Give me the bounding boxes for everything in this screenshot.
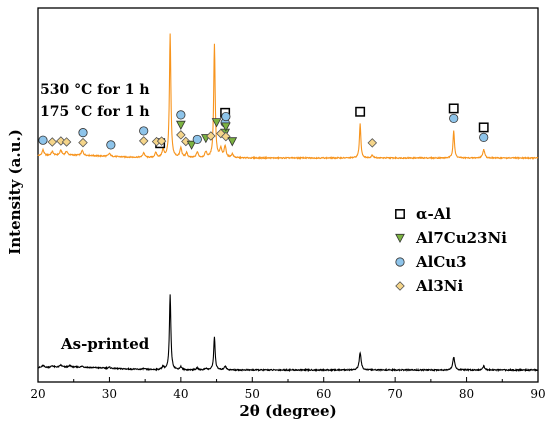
diamond-marker [206,131,216,141]
x-axis-label: 2θ (degree) [239,402,336,420]
circle-marker [78,128,88,138]
legend-diamond-marker [395,281,405,291]
x-tick-label: 80 [459,387,474,401]
phase-marker-layer [38,103,489,150]
y-axis-label: Intensity (a.u.) [6,129,24,255]
triangle-marker [186,140,197,150]
legend-label: AlCu3 [415,253,467,271]
diamond-marker [156,136,167,146]
plot-frame [37,7,539,383]
series-label-heat-treated-line-1: 530 °C for 1 h [40,82,150,98]
diamond-marker [78,137,88,148]
x-tick-label: 70 [388,387,403,401]
x-tick-label: 40 [173,387,188,401]
triangle-marker [220,122,231,132]
x-tick-label: 50 [245,387,260,401]
square-marker [448,103,459,114]
circle-marker [449,113,459,124]
diamond-marker [216,128,226,139]
legend-triangle-marker [395,233,405,244]
triangle-marker [227,137,238,147]
circle-marker [221,111,231,122]
series-line [37,294,539,373]
plot-area [37,7,539,383]
square-marker [478,122,489,133]
circle-marker [192,134,202,145]
x-tick-label: 20 [30,387,45,401]
diamond-marker [367,138,378,148]
diamond-marker [138,136,149,146]
x-tick-label: 90 [530,387,545,401]
legend: α-Al Al7Cu23Ni AlCu3 Al3Ni [395,205,507,295]
diamond-marker [47,137,58,147]
series-label-as-printed: As-printed [60,335,150,353]
legend-circle-marker [395,257,405,267]
triangle-marker [211,118,222,128]
circle-marker [139,126,149,136]
circle-marker [176,110,186,120]
legend-label: α-Al [416,205,451,223]
diamond-marker [221,131,231,142]
series-line [37,33,539,161]
x-tick-layer: 20 30 40 50 60 70 80 90 [30,377,546,401]
diamond-marker [61,137,72,147]
circle-marker [38,135,48,145]
series-label-heat-treated-line-2: 175 °C for 1 h [40,104,150,120]
legend-label: Al7Cu23Ni [415,229,507,247]
legend-label: Al3Ni [415,277,463,295]
diamond-marker [56,136,66,146]
diamond-marker [181,136,191,147]
diamond-marker [176,130,186,140]
circle-marker [106,140,116,150]
x-tick-label: 30 [102,387,117,401]
circle-marker [479,132,489,143]
x-tick-label: 60 [316,387,331,401]
triangle-marker [175,120,186,130]
legend-square-marker [395,209,405,219]
series-layer [37,33,539,373]
square-marker [355,106,366,117]
